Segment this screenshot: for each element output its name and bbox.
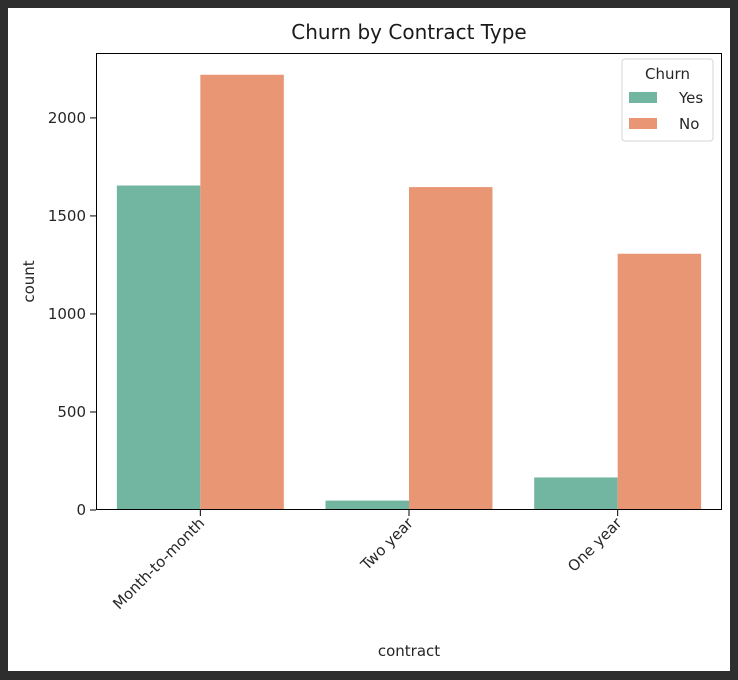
bar-yes-month-to-month: [116, 185, 201, 510]
bar-no-two-year: [409, 187, 493, 510]
y-tick-label: 1000: [48, 305, 86, 323]
legend-title: Churn: [645, 65, 690, 83]
legend: Churn Yes No: [621, 58, 714, 142]
y-axis-label: count: [20, 260, 38, 302]
bars-group: [116, 74, 702, 510]
y-tick-label: 0: [76, 501, 86, 519]
bar-yes-one-year: [534, 477, 618, 510]
legend-label-yes: Yes: [678, 89, 703, 107]
chart-title: Churn by Contract Type: [291, 20, 526, 44]
bar-no-month-to-month: [200, 74, 284, 510]
x-tick-label: Two year: [356, 514, 417, 575]
y-axis: 0 500 1000 1500 2000: [48, 109, 96, 519]
x-axis: Month-to-month Two year One year: [109, 510, 626, 613]
legend-swatch-no: [629, 118, 657, 129]
plot-frame: [96, 53, 722, 510]
y-tick-label: 1500: [48, 207, 86, 225]
x-tick-label: One year: [564, 514, 626, 576]
legend-label-no: No: [679, 115, 699, 133]
chart-figure: Churn by Contract Type 0 500 1000 1500 2000 …: [8, 8, 730, 671]
legend-swatch-yes: [629, 92, 657, 103]
y-tick-label: 500: [57, 403, 86, 421]
bar-no-one-year: [617, 253, 702, 510]
bar-chart: Churn by Contract Type 0500100015002000 …: [20, 20, 722, 660]
x-tick-label: Month-to-month: [109, 514, 208, 613]
x-axis-label: contract: [378, 642, 440, 660]
bar-yes-two-year: [325, 500, 409, 510]
y-tick-label: 2000: [48, 109, 86, 127]
